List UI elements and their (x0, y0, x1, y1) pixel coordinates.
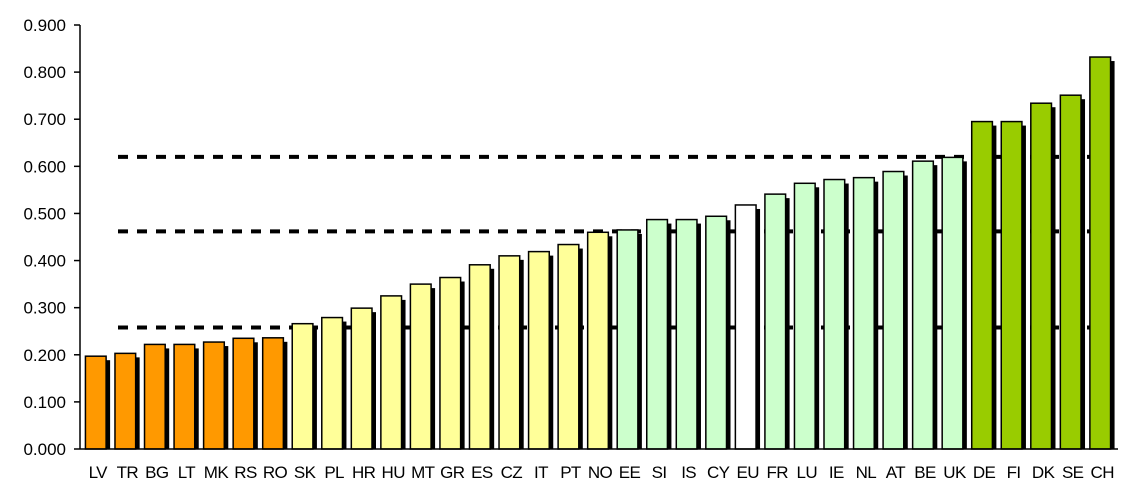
x-tick-label: BG (145, 463, 168, 482)
x-tick-label: FI (1007, 463, 1021, 482)
bar-gr (439, 276, 462, 450)
bar-fr (764, 193, 787, 450)
bar-ee (616, 229, 639, 450)
bar-de (970, 120, 994, 450)
x-tick-label: MT (411, 463, 435, 482)
x-tick-label: DE (973, 463, 996, 482)
bar-bg (143, 343, 166, 450)
bar-cz (498, 255, 521, 450)
bar-pt (557, 243, 580, 450)
x-tick-label: IS (681, 463, 696, 482)
bar-nl (852, 176, 875, 450)
bar-se (1059, 94, 1082, 450)
bar-mk (202, 341, 226, 450)
y-tick-label: 0.000 (23, 440, 66, 459)
x-tick-label: HR (352, 463, 376, 482)
bar-no (586, 231, 610, 450)
bar-lt (173, 343, 196, 450)
bar-lv (84, 355, 107, 450)
bar-pl (321, 316, 344, 450)
x-tick-label: PT (560, 463, 581, 482)
bar-cy (705, 215, 728, 450)
x-tick-label: HU (382, 463, 405, 482)
x-tick-label: IE (829, 463, 844, 482)
bar-fi (1000, 120, 1023, 450)
bar-eu (734, 204, 757, 450)
bar-tr (114, 352, 137, 450)
x-tick-label: EU (737, 463, 759, 482)
x-tick-label: SE (1062, 463, 1084, 482)
y-tick-label: 0.200 (23, 346, 66, 365)
x-tick-label: DK (1032, 463, 1056, 482)
x-tick-label: MK (204, 463, 230, 482)
bar-sk (291, 322, 314, 450)
x-tick-label: UK (943, 463, 967, 482)
y-tick-label: 0.900 (23, 16, 66, 35)
bar-rs (232, 337, 255, 450)
x-tick-label: CH (1091, 463, 1114, 482)
x-tick-label: CY (707, 463, 730, 482)
x-tick-label: RS (234, 463, 257, 482)
x-tick-label: TR (117, 463, 139, 482)
y-tick-label: 0.300 (23, 299, 66, 318)
x-axis-labels: LV TR BG LT MK RS RO SK PL HR HU MT GR ES CZ IT PT NO EE SI… (89, 463, 1115, 482)
x-tick-label: NO (588, 463, 613, 482)
bar-es (468, 264, 491, 450)
bar-it (527, 250, 551, 450)
bar-ch (1089, 56, 1112, 450)
x-tick-label: RO (263, 463, 288, 482)
y-tick-label: 0.700 (23, 110, 66, 129)
x-tick-label: BE (914, 463, 936, 482)
bar-mt (409, 283, 432, 450)
x-tick-label: CZ (501, 463, 523, 482)
x-tick-label: PL (324, 463, 344, 482)
x-tick-label: ES (471, 463, 493, 482)
bar-dk (1030, 102, 1053, 450)
bar-lu (793, 182, 816, 450)
reference-lines (118, 154, 1112, 330)
bar-be (911, 160, 935, 450)
bar-uk (941, 156, 964, 450)
bar-ro (261, 337, 285, 450)
bar-ie (823, 178, 846, 450)
x-tick-label: NL (856, 463, 877, 482)
bar-at (882, 170, 905, 450)
bar-hu (380, 295, 403, 450)
x-tick-label: AT (886, 463, 905, 482)
x-tick-label: LT (178, 463, 196, 482)
x-tick-label: LU (797, 463, 818, 482)
y-tick-label: 0.100 (23, 393, 66, 412)
y-tick-label: 0.600 (23, 157, 66, 176)
axes (79, 25, 1118, 450)
x-tick-label: LV (89, 463, 109, 482)
x-tick-label: SI (652, 463, 667, 482)
x-tick-label: EE (619, 463, 641, 482)
y-tick-label: 0.400 (23, 252, 66, 271)
bars (84, 56, 1115, 450)
y-axis-ticks: 0.000 0.100 0.200 0.300 0.400 0.500 0.600 0.700… (23, 16, 80, 459)
bar-si (645, 218, 669, 450)
y-tick-label: 0.800 (23, 63, 66, 82)
x-tick-label: GR (440, 463, 465, 482)
y-tick-label: 0.500 (23, 204, 66, 223)
x-tick-label: SK (294, 463, 317, 482)
bar-hr (350, 307, 373, 450)
x-tick-label: IT (534, 463, 548, 482)
bar-is (675, 218, 698, 450)
x-tick-label: FR (767, 463, 789, 482)
